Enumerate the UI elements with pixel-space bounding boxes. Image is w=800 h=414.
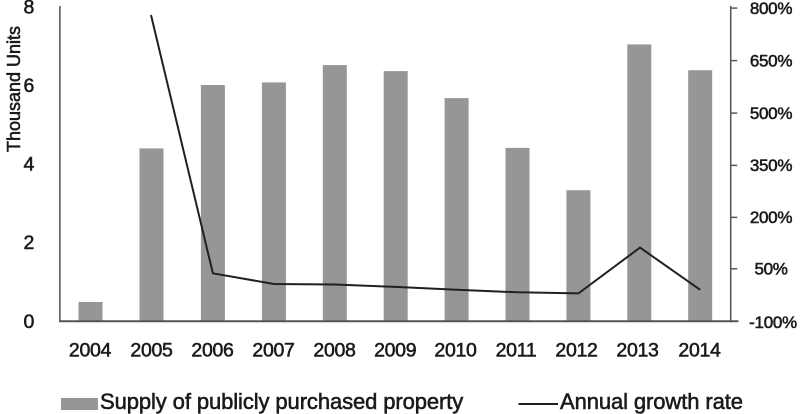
svg-text:200%: 200% [750, 208, 792, 227]
svg-text:0: 0 [23, 311, 34, 333]
svg-text:2012: 2012 [555, 340, 597, 362]
svg-text:2008: 2008 [313, 340, 355, 362]
svg-text:Annual growth rate: Annual growth rate [560, 389, 743, 414]
svg-text:2006: 2006 [191, 340, 233, 362]
svg-text:4: 4 [23, 154, 34, 176]
svg-text:2013: 2013 [616, 340, 658, 362]
svg-text:800%: 800% [750, 0, 792, 18]
svg-text:2007: 2007 [252, 340, 294, 362]
svg-text:2010: 2010 [434, 340, 477, 362]
svg-text:50%: 50% [754, 260, 787, 279]
svg-text:2014: 2014 [678, 340, 721, 362]
svg-text:350%: 350% [750, 156, 792, 175]
svg-text:-100%: -100% [749, 313, 797, 332]
svg-text:Supply of publicly purchased p: Supply of publicly purchased property [100, 389, 463, 414]
svg-text:650%: 650% [750, 51, 792, 70]
svg-text:8: 8 [23, 0, 34, 19]
svg-text:2005: 2005 [130, 340, 173, 362]
svg-text:Thousand Units: Thousand Units [4, 26, 24, 152]
svg-text:2: 2 [23, 232, 34, 254]
svg-text:2004: 2004 [69, 340, 112, 362]
svg-text:2011: 2011 [496, 340, 537, 362]
svg-text:500%: 500% [750, 104, 792, 123]
svg-text:6: 6 [23, 75, 34, 97]
svg-text:2009: 2009 [374, 340, 416, 362]
